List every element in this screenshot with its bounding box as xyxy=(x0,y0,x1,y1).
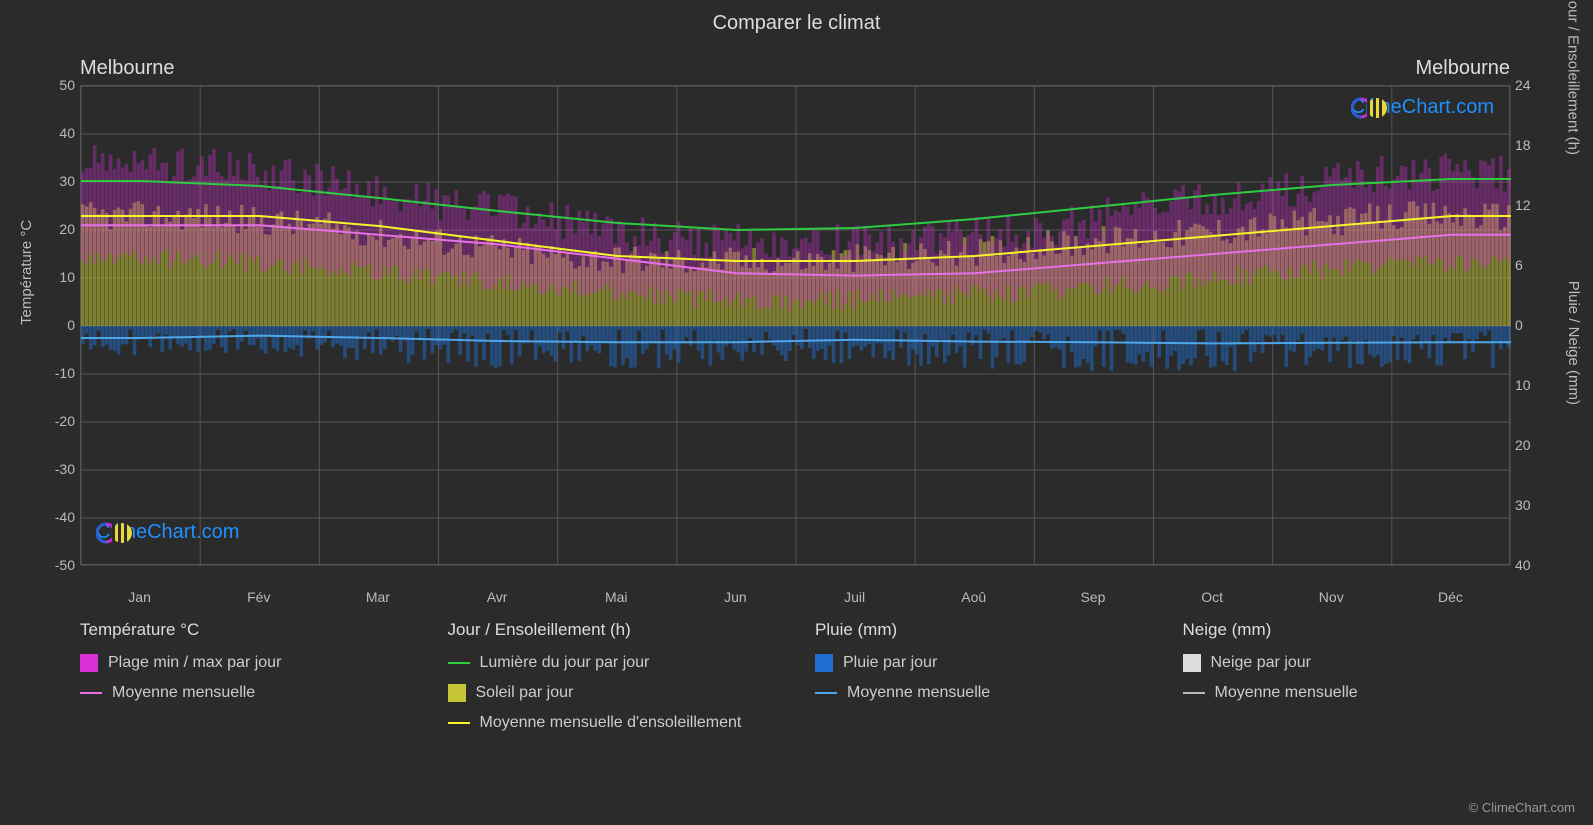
left-tick: 40 xyxy=(59,125,75,141)
left-tick: 50 xyxy=(59,77,75,93)
legend-label: Moyenne mensuelle d'ensoleillement xyxy=(480,714,742,732)
watermark-bottom-left: ClimeChart.com xyxy=(96,521,239,544)
legend-group: Neige (mm) Neige par jour Moyenne mensuell… xyxy=(1183,620,1511,744)
left-tick: 20 xyxy=(59,221,75,237)
chart-area: Melbourne Melbourne Température °C 50403… xyxy=(80,65,1510,585)
legend-group-title: Neige (mm) xyxy=(1183,620,1511,640)
right-tick: 10 xyxy=(1515,377,1531,393)
plot-area: ClimeChart.com ClimeChart.com xyxy=(80,85,1510,565)
legend-item: Moyenne mensuelle xyxy=(815,684,1143,702)
legend-item: Pluie par jour xyxy=(815,654,1143,672)
legend-group-title: Pluie (mm) xyxy=(815,620,1143,640)
right-axis-label-top: Jour / Ensoleillement (h) xyxy=(1565,0,1582,155)
legend-swatch xyxy=(448,662,470,664)
legend: Température °C Plage min / max par jour Mo… xyxy=(80,620,1510,744)
watermark-top-right: ClimeChart.com xyxy=(1351,96,1494,119)
legend-swatch xyxy=(1183,692,1205,694)
legend-label: Pluie par jour xyxy=(843,654,937,672)
x-axis-labels: Jan Fév Mar Avr Mai Jun Juil Aoû Sep Oct Nov Déc xyxy=(80,589,1510,613)
chart-title: Comparer le climat xyxy=(0,0,1593,35)
chart-svg xyxy=(81,86,1511,566)
legend-group-title: Température °C xyxy=(80,620,408,640)
right-axis-ticks: 2418126010203040 xyxy=(1515,85,1555,565)
month-label: Oct xyxy=(1201,589,1223,605)
left-tick: -30 xyxy=(55,461,75,477)
legend-swatch xyxy=(80,692,102,694)
left-tick: -40 xyxy=(55,509,75,525)
right-tick: 18 xyxy=(1515,137,1531,153)
legend-label: Plage min / max par jour xyxy=(108,654,281,672)
left-tick: 10 xyxy=(59,269,75,285)
legend-label: Moyenne mensuelle xyxy=(112,684,255,702)
legend-item: Neige par jour xyxy=(1183,654,1511,672)
month-label: Sep xyxy=(1080,589,1105,605)
right-tick: 30 xyxy=(1515,497,1531,513)
legend-item: Moyenne mensuelle d'ensoleillement xyxy=(448,714,776,732)
legend-item: Soleil par jour xyxy=(448,684,776,702)
left-tick: 0 xyxy=(67,317,75,333)
left-tick: -50 xyxy=(55,557,75,573)
legend-item: Lumière du jour par jour xyxy=(448,654,776,672)
right-tick: 0 xyxy=(1515,317,1523,333)
legend-swatch xyxy=(448,684,466,702)
left-axis-ticks: 50403020100-10-20-30-40-50 xyxy=(35,85,75,565)
city-label-left: Melbourne xyxy=(80,57,175,80)
legend-group: Jour / Ensoleillement (h) Lumière du jour… xyxy=(448,620,776,744)
legend-group: Pluie (mm) Pluie par jour Moyenne mensuell… xyxy=(815,620,1143,744)
legend-group-title: Jour / Ensoleillement (h) xyxy=(448,620,776,640)
legend-swatch xyxy=(815,692,837,694)
month-label: Jan xyxy=(128,589,151,605)
legend-swatch xyxy=(448,722,470,724)
climechart-logo-icon xyxy=(96,521,136,545)
right-tick: 24 xyxy=(1515,77,1531,93)
legend-swatch xyxy=(815,654,833,672)
legend-label: Lumière du jour par jour xyxy=(480,654,650,672)
left-tick: -20 xyxy=(55,413,75,429)
month-label: Fév xyxy=(247,589,270,605)
month-label: Aoû xyxy=(961,589,986,605)
right-axis-label-bottom: Pluie / Neige (mm) xyxy=(1565,281,1582,405)
left-axis-label: Température °C xyxy=(18,220,35,325)
legend-swatch xyxy=(1183,654,1201,672)
month-label: Juil xyxy=(844,589,865,605)
month-label: Mar xyxy=(366,589,390,605)
legend-label: Neige par jour xyxy=(1211,654,1312,672)
month-label: Mai xyxy=(605,589,628,605)
city-label-right: Melbourne xyxy=(1415,57,1510,80)
legend-item: Plage min / max par jour xyxy=(80,654,408,672)
right-tick: 20 xyxy=(1515,437,1531,453)
month-label: Nov xyxy=(1319,589,1344,605)
right-tick: 40 xyxy=(1515,557,1531,573)
right-tick: 12 xyxy=(1515,197,1531,213)
legend-label: Moyenne mensuelle xyxy=(847,684,990,702)
left-tick: 30 xyxy=(59,173,75,189)
legend-group: Température °C Plage min / max par jour Mo… xyxy=(80,620,408,744)
legend-label: Moyenne mensuelle xyxy=(1215,684,1358,702)
climechart-logo-icon xyxy=(1351,96,1391,120)
month-label: Avr xyxy=(487,589,508,605)
legend-swatch xyxy=(80,654,98,672)
legend-label: Soleil par jour xyxy=(476,684,574,702)
copyright-text: © ClimeChart.com xyxy=(1469,800,1575,815)
month-label: Jun xyxy=(724,589,747,605)
left-tick: -10 xyxy=(55,365,75,381)
legend-item: Moyenne mensuelle xyxy=(1183,684,1511,702)
month-label: Déc xyxy=(1438,589,1463,605)
right-tick: 6 xyxy=(1515,257,1523,273)
legend-item: Moyenne mensuelle xyxy=(80,684,408,702)
